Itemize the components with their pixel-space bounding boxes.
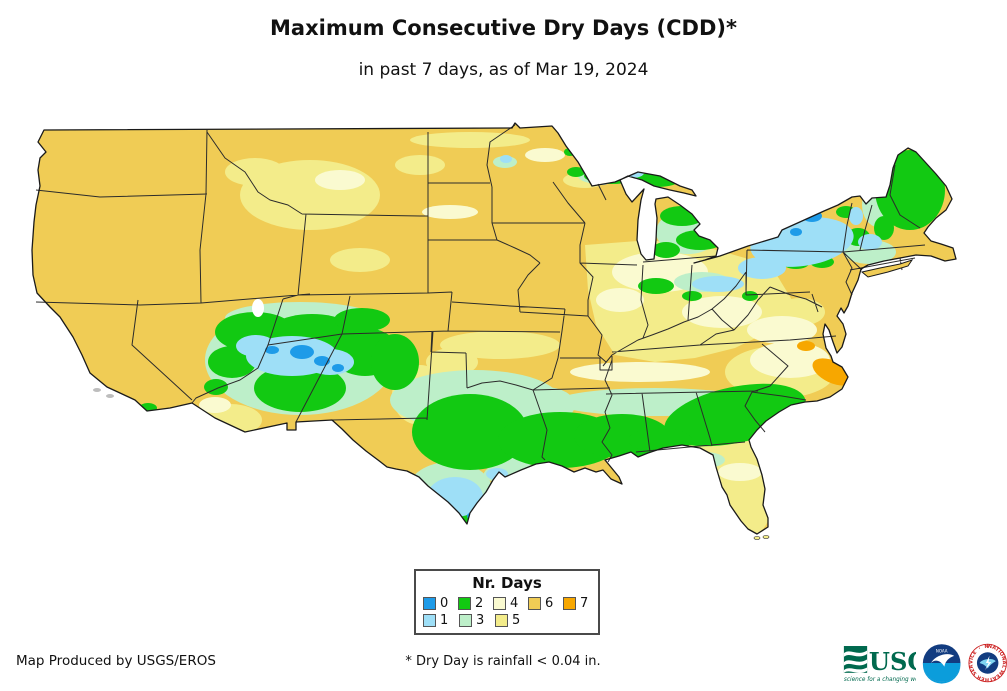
us-map-svg — [31, 122, 957, 540]
page-title: Maximum Consecutive Dry Days (CDD)* — [270, 16, 737, 40]
legend-row: 1 3 5 — [423, 612, 598, 629]
legend-swatch — [458, 597, 471, 610]
usgs-logo-text: USGS — [869, 647, 916, 676]
legend-item-0-days: 0 — [423, 597, 458, 610]
dry-day-definition-note: * Dry Day is rainfall < 0.04 in. — [405, 654, 601, 669]
usgs-tagline: science for a changing world — [844, 677, 916, 683]
legend-item-5-days: 5 — [495, 614, 531, 627]
legend-item-1-days: 1 — [423, 614, 459, 627]
great-salt-lake — [252, 299, 264, 317]
legend-swatch — [563, 597, 576, 610]
noaa-logo: NOAA — [923, 644, 961, 684]
legend-label: 7 — [580, 596, 589, 611]
legend-swatch — [493, 597, 506, 610]
legend-label: 4 — [510, 596, 519, 611]
florida-keys — [753, 536, 761, 540]
legend-row: 0 2 4 6 7 — [423, 595, 598, 612]
legend-item-7-days: 7 — [563, 597, 598, 610]
usgs-logo: USGS science for a changing world — [843, 646, 916, 683]
legend-swatch — [528, 597, 541, 610]
map-credit-text: Map Produced by USGS/EROS — [16, 653, 216, 669]
legend-swatch — [423, 597, 436, 610]
legend-title: Nr. Days — [472, 574, 542, 592]
legend-label: 0 — [440, 596, 449, 611]
legend-item-4-days: 4 — [493, 597, 528, 610]
noaa-logo-text: NOAA — [936, 648, 948, 653]
legend-entries: 0 2 4 6 7 1 3 5 — [423, 595, 598, 629]
channel-island — [106, 394, 114, 398]
page-subtitle: in past 7 days, as of Mar 19, 2024 — [358, 60, 649, 80]
legend-item-6-days: 6 — [528, 597, 563, 610]
legend-box: Nr. Days 0 2 4 6 7 1 3 5 — [414, 569, 600, 635]
legend-label: 1 — [440, 613, 449, 628]
legend-label: 2 — [475, 596, 484, 611]
region-group-4-days — [199, 148, 830, 481]
legend-swatch — [495, 614, 508, 627]
nws-logo: NATIONAL WEATHER SERVICE · N W S — [968, 641, 1007, 682]
legend-item-2-days: 2 — [458, 597, 493, 610]
legend-label: 3 — [476, 613, 485, 628]
legend-swatch — [459, 614, 472, 627]
legend-item-3-days: 3 — [459, 614, 495, 627]
legend-label: 6 — [545, 596, 554, 611]
usgs-flag-icon — [843, 646, 868, 673]
agency-logos: USGS science for a changing world NOAA N… — [843, 638, 1007, 688]
channel-island — [93, 388, 101, 392]
us-outline — [31, 122, 957, 535]
us-cdd-map — [0, 112, 1007, 562]
state-borders — [35, 124, 926, 463]
florida-keys — [762, 535, 770, 539]
legend-label: 5 — [512, 613, 521, 628]
legend-swatch — [423, 614, 436, 627]
long-island — [860, 259, 914, 278]
